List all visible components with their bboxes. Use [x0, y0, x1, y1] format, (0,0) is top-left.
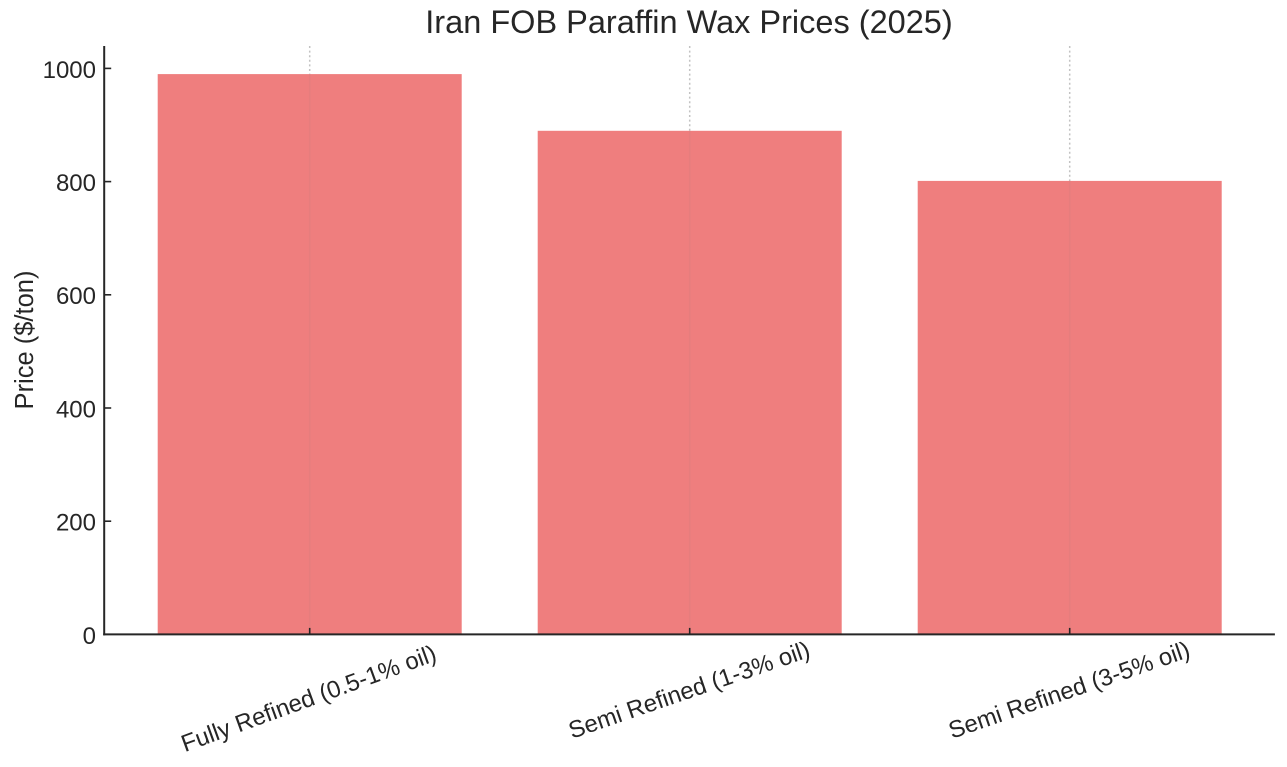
- svg-text:Price ($/ton): Price ($/ton): [11, 271, 39, 410]
- svg-text:600: 600: [56, 283, 96, 310]
- svg-text:0: 0: [83, 623, 96, 650]
- svg-text:200: 200: [56, 510, 96, 537]
- svg-text:Iran FOB Paraffin Wax Prices (: Iran FOB Paraffin Wax Prices (2025): [425, 4, 952, 40]
- svg-text:800: 800: [56, 170, 96, 197]
- svg-text:400: 400: [56, 396, 96, 423]
- svg-text:1000: 1000: [43, 57, 96, 84]
